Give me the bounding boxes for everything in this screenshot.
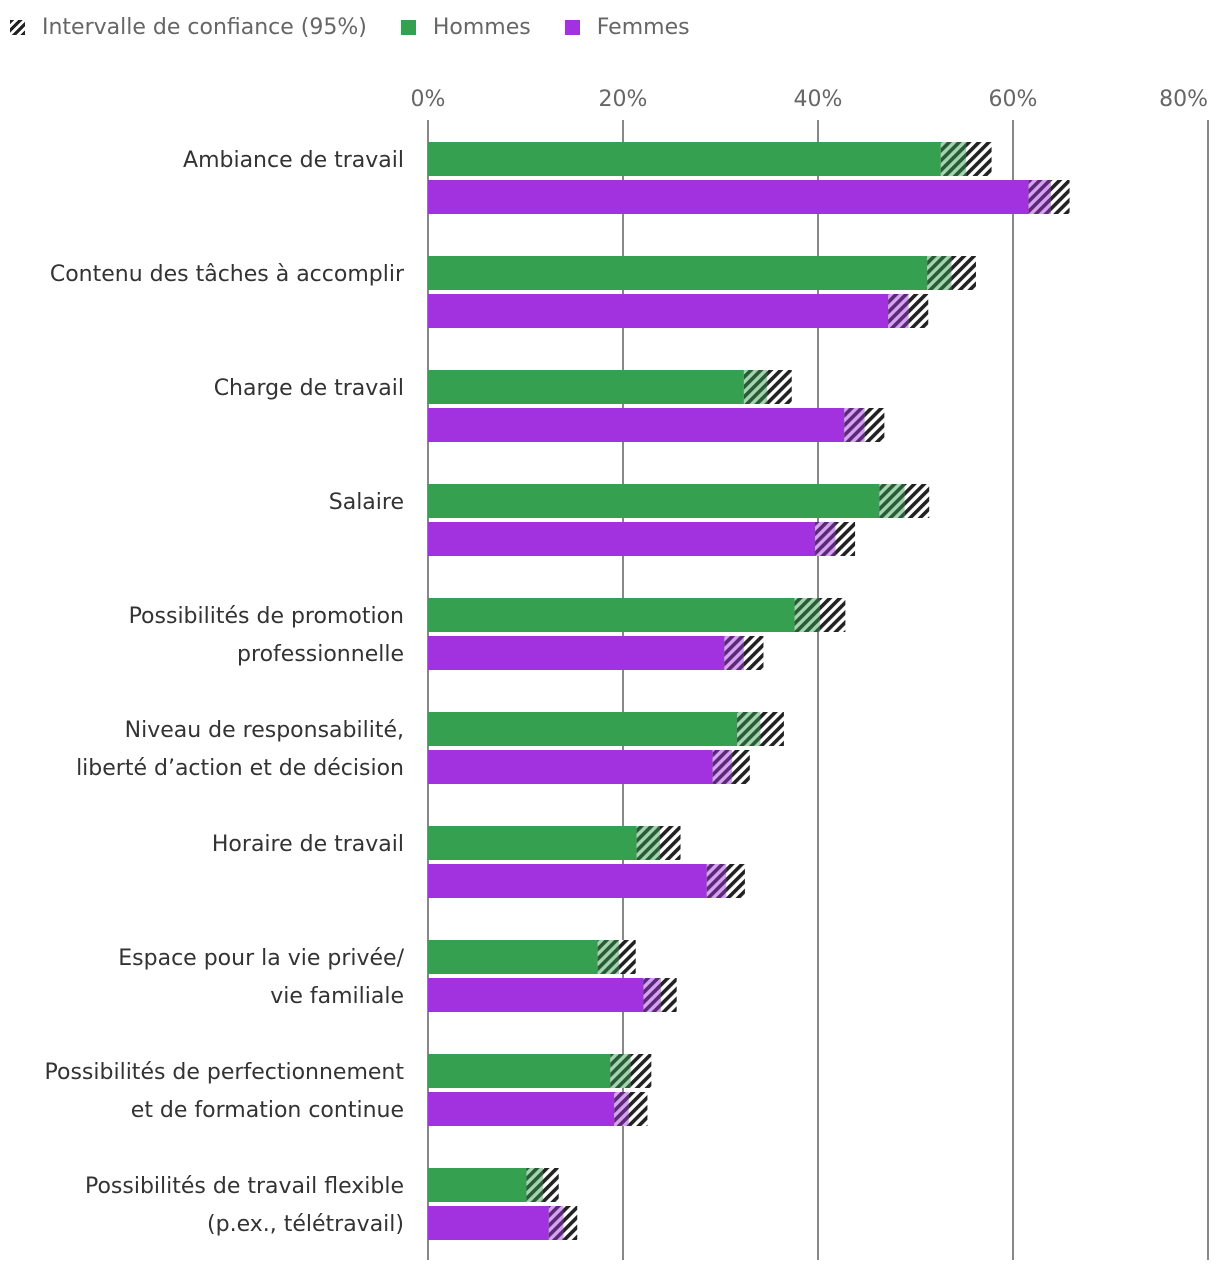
bar-women[interactable] bbox=[428, 636, 725, 670]
category-label: Possibilités de promotion bbox=[129, 604, 404, 629]
ci-upper-hatch-women bbox=[835, 522, 856, 556]
women-swatch-icon bbox=[564, 19, 580, 35]
x-tick-label: 60% bbox=[989, 87, 1038, 112]
legend-item-ci[interactable]: Intervalle de confiance (95%) bbox=[10, 15, 367, 40]
category-label: Salaire bbox=[329, 490, 404, 515]
men-swatch-icon bbox=[400, 19, 416, 35]
bar-women[interactable] bbox=[428, 408, 845, 442]
bar-women[interactable] bbox=[428, 978, 644, 1012]
ci-upper-hatch-men bbox=[966, 142, 992, 176]
ci-upper-hatch-men bbox=[904, 484, 930, 518]
bar-women[interactable] bbox=[428, 864, 707, 898]
ci-upper-hatch-women bbox=[743, 636, 764, 670]
ci-upper-hatch-men bbox=[543, 1168, 559, 1202]
bar-men[interactable] bbox=[428, 1168, 527, 1202]
category-label: Possibilités de travail flexible bbox=[85, 1174, 404, 1199]
category-label: (p.ex., télétravail) bbox=[207, 1212, 404, 1237]
ci-upper-hatch-men bbox=[819, 598, 846, 632]
ci-upper-hatch-women bbox=[726, 864, 745, 898]
bar-men[interactable] bbox=[428, 256, 928, 290]
ci-upper-hatch-women bbox=[1051, 180, 1070, 214]
category-label: Ambiance de travail bbox=[183, 148, 404, 173]
x-tick-label: 80% bbox=[1159, 87, 1208, 112]
ci-upper-hatch-women bbox=[563, 1206, 578, 1240]
ci-upper-hatch-men bbox=[760, 712, 784, 746]
x-tick-label: 40% bbox=[794, 87, 843, 112]
ci-upper-hatch-men bbox=[767, 370, 792, 404]
bar-men[interactable] bbox=[428, 370, 744, 404]
category-label: vie familiale bbox=[270, 984, 404, 1009]
bar-men[interactable] bbox=[428, 940, 598, 974]
legend-label-women: Femmes bbox=[596, 14, 690, 40]
legend-item-women[interactable]: Femmes bbox=[564, 14, 690, 40]
bar-men[interactable] bbox=[428, 484, 880, 518]
ci-upper-hatch-women bbox=[908, 294, 929, 328]
bar-men[interactable] bbox=[428, 712, 738, 746]
ci-upper-hatch-men bbox=[630, 1054, 652, 1088]
bar-men[interactable] bbox=[428, 826, 637, 860]
bar-men[interactable] bbox=[428, 1054, 611, 1088]
bar-men[interactable] bbox=[428, 142, 941, 176]
hatch-swatch-icon bbox=[10, 19, 25, 35]
ci-upper-hatch-men bbox=[660, 826, 681, 860]
bar-women[interactable] bbox=[428, 180, 1029, 214]
ci-upper-hatch-women bbox=[628, 1092, 648, 1126]
ci-upper-hatch-women bbox=[732, 750, 750, 784]
category-label: professionnelle bbox=[237, 642, 404, 667]
category-label: liberté d’action et de décision bbox=[76, 756, 404, 781]
bar-women[interactable] bbox=[428, 1092, 615, 1126]
bar-women[interactable] bbox=[428, 750, 713, 784]
legend: Intervalle de confiance (95%) Hommes Fem… bbox=[10, 12, 724, 42]
bar-men[interactable] bbox=[428, 598, 795, 632]
bar-women[interactable] bbox=[428, 294, 889, 328]
bar-women[interactable] bbox=[428, 522, 816, 556]
x-tick-label: 0% bbox=[411, 87, 446, 112]
category-label: et de formation continue bbox=[131, 1098, 404, 1123]
ci-upper-hatch-men bbox=[619, 940, 636, 974]
category-label: Espace pour la vie privée/ bbox=[118, 946, 404, 971]
category-label: Horaire de travail bbox=[212, 832, 404, 857]
ci-upper-hatch-women bbox=[661, 978, 677, 1012]
legend-label-men: Hommes bbox=[432, 14, 531, 40]
legend-label-ci: Intervalle de confiance (95%) bbox=[42, 14, 367, 40]
category-label: Charge de travail bbox=[214, 376, 404, 401]
ci-upper-hatch-women bbox=[864, 408, 885, 442]
category-label: Niveau de responsabilité, bbox=[125, 718, 404, 743]
ci-upper-hatch-men bbox=[951, 256, 976, 290]
category-label: Contenu des tâches à accomplir bbox=[50, 262, 405, 287]
x-tick-label: 20% bbox=[599, 87, 648, 112]
bar-women[interactable] bbox=[428, 1206, 549, 1240]
legend-item-men[interactable]: Hommes bbox=[400, 14, 531, 40]
category-label: Possibilités de perfectionnement bbox=[45, 1060, 405, 1085]
